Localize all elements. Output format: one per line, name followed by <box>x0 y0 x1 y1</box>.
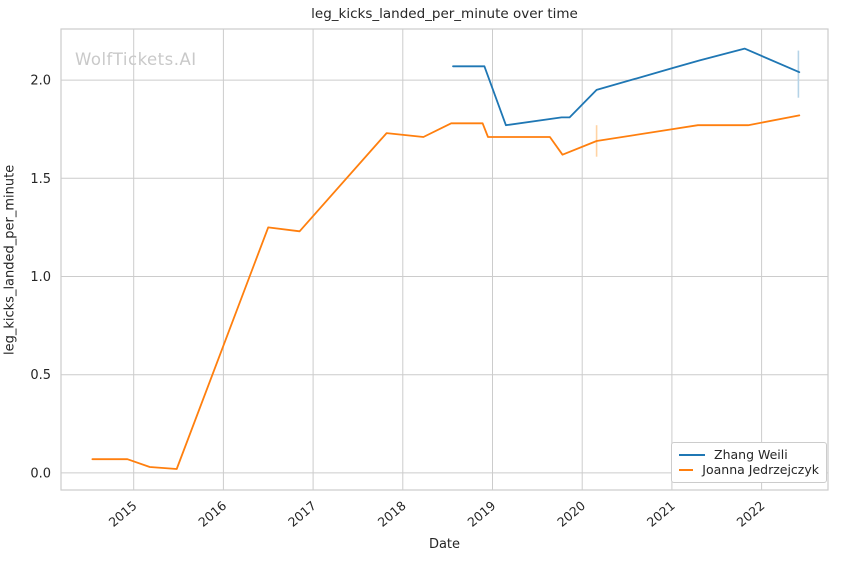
x-axis-label: Date <box>428 537 461 552</box>
y-axis-label: leg_kicks_landed_per_minute <box>2 164 18 355</box>
x-tick-label-2016: 2016 <box>195 498 229 530</box>
watermark: WolfTickets.AI <box>75 50 197 69</box>
y-tick-label-1.5: 1.5 <box>30 172 51 187</box>
x-tick-label-2021: 2021 <box>644 498 678 530</box>
y-tick-label-0.5: 0.5 <box>30 368 51 383</box>
x-tick-label-2020: 2020 <box>554 498 588 530</box>
legend: Zhang Weili Joanna Jedrzejczyk <box>671 442 827 483</box>
x-tick-label-2019: 2019 <box>464 498 498 530</box>
y-tick-label-1.0: 1.0 <box>30 270 51 285</box>
x-tick-label-2015: 2015 <box>106 498 140 530</box>
series-line-zhang-weili <box>452 47 801 127</box>
x-tick-label-2018: 2018 <box>375 498 409 530</box>
x-tick-label-2022: 2022 <box>734 498 768 530</box>
legend-line-swatch-blue <box>679 453 705 456</box>
legend-item-joanna-jedrzejczyk: Joanna Jedrzejczyk <box>679 462 819 477</box>
legend-item-zhang-weili: Zhang Weili <box>679 446 819 462</box>
chart-title: leg_kicks_landed_per_minute over time <box>311 6 578 22</box>
legend-line-swatch-orange <box>679 469 694 472</box>
y-tick-label-2.0: 2.0 <box>30 74 51 89</box>
legend-label-joanna-jedrzejczyk: Joanna Jedrzejczyk <box>702 462 819 477</box>
y-tick-label-0.0: 0.0 <box>30 466 51 481</box>
x-tick-label-2017: 2017 <box>285 498 319 530</box>
legend-label-zhang-weili: Zhang Weili <box>714 446 788 462</box>
series-line-joanna-jedrzejczyk <box>91 114 801 470</box>
plot-border <box>60 28 829 491</box>
